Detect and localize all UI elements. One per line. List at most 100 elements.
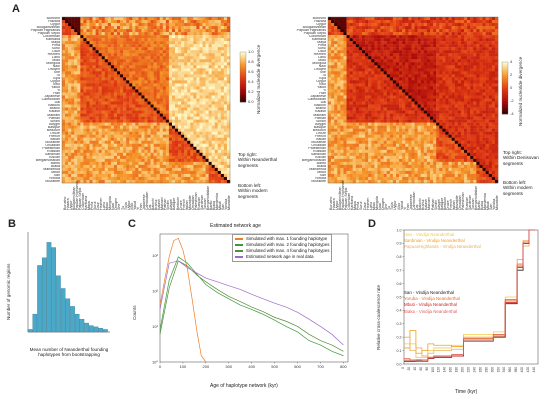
heatmap-cell [77,20,81,24]
heatmap-cell [187,152,191,157]
heatmap-cell [454,44,459,48]
heatmap-cell [74,134,78,138]
heatmap-cell [476,107,480,111]
heatmap-cell [380,17,384,21]
heatmap-cell [392,92,397,96]
heatmap-cell [202,50,206,54]
heatmap-cell [380,29,384,33]
heatmap-cell [80,59,84,63]
heatmap-cell [141,98,145,102]
heatmap-cell [156,71,160,75]
heatmap-cell [377,110,381,114]
heatmap-cell [340,95,344,99]
heatmap-cell [62,50,66,54]
heatmap-cell [153,152,157,157]
heatmap-cell [362,107,366,111]
heatmap-cell [184,179,188,184]
heatmap-cell [349,26,353,30]
heatmap-cell [159,107,163,111]
heatmap-cell [368,47,372,51]
heatmap-cell [460,86,465,90]
heatmap-cell [184,176,188,181]
heatmap-cell [211,152,215,157]
heatmap-cell [423,89,428,93]
heatmap-cell [399,56,403,60]
heatmap-cell [208,179,212,184]
heatmap-cell [199,122,203,126]
heatmap-cell [214,113,218,117]
heatmap-cell [464,53,468,57]
heatmap-cell [113,65,118,69]
heatmap-cell [123,113,127,117]
row-label: Cambodian [41,98,60,102]
heatmap-cell [80,113,84,117]
heatmap-cell [193,56,197,60]
heatmap-cell [334,56,338,60]
heatmap-cell [365,95,369,99]
heatmap-cell [181,83,185,87]
row-label: Mozabite [45,179,60,183]
heatmap-cell [95,140,99,144]
heatmap-cell [68,47,72,51]
heatmap-cell [479,68,483,72]
heatmap-cell [414,104,418,108]
heatmap-cell [132,155,136,160]
heatmap-cell [417,71,421,75]
heatmap-cell [340,35,344,39]
heatmap-cell [178,170,182,175]
heatmap-cell [202,68,206,72]
heatmap-cell [494,65,499,69]
heatmap-cell [153,20,157,24]
heatmap-cell [365,35,369,39]
heatmap-cell [168,53,173,57]
heatmap-cell [358,83,363,87]
heatmap-cell [110,122,115,126]
heatmap-cell [156,104,160,108]
heatmap-cell [86,146,90,150]
heatmap-cell [208,95,212,99]
heatmap-cell [135,140,139,144]
heatmap-cell [126,149,130,154]
heatmap-cell [71,92,75,96]
heatmap-cell [171,134,176,138]
heatmap-cell [171,32,176,36]
heatmap-cell [178,44,182,48]
heatmap-cell [95,155,99,160]
heatmap-cell [138,134,142,138]
heatmap-cell [129,161,133,166]
heatmap-cell [211,170,215,175]
heatmap-cell [77,83,81,87]
heatmap-cell [494,62,499,66]
heatmap-cell [226,110,231,114]
heatmap-cell [165,86,170,90]
heatmap-cell [414,41,418,45]
heatmap-cell [80,101,84,105]
heatmap-cell [402,50,406,54]
heatmap-cell [392,104,397,108]
heatmap-cell [175,98,179,102]
heatmap-cell [74,131,78,135]
heatmap-cell [190,110,194,114]
heatmap-cell [116,56,121,60]
heatmap-cell [175,161,179,166]
colorbar-left [239,51,247,103]
heatmap-cell [214,167,218,172]
heatmap-cell [411,59,415,63]
heatmap-cell [126,56,130,60]
heatmap-cell [86,134,90,138]
heatmap-cell [371,110,375,114]
heatmap-cell [101,80,105,84]
heatmap-cell [482,83,486,87]
heatmap-cell [135,137,139,141]
heatmap-cell [439,95,443,99]
heatmap-cell [433,83,437,87]
heatmap-cell [460,104,465,108]
heatmap-cell [352,95,357,99]
heatmap-cell [377,59,381,63]
heatmap-cell [193,167,197,172]
heatmap-cell [135,164,139,169]
heatmap-cell [129,59,133,63]
row-label: Basque [313,125,326,129]
heatmap-cell [464,83,468,87]
heatmap-cell [165,149,170,154]
